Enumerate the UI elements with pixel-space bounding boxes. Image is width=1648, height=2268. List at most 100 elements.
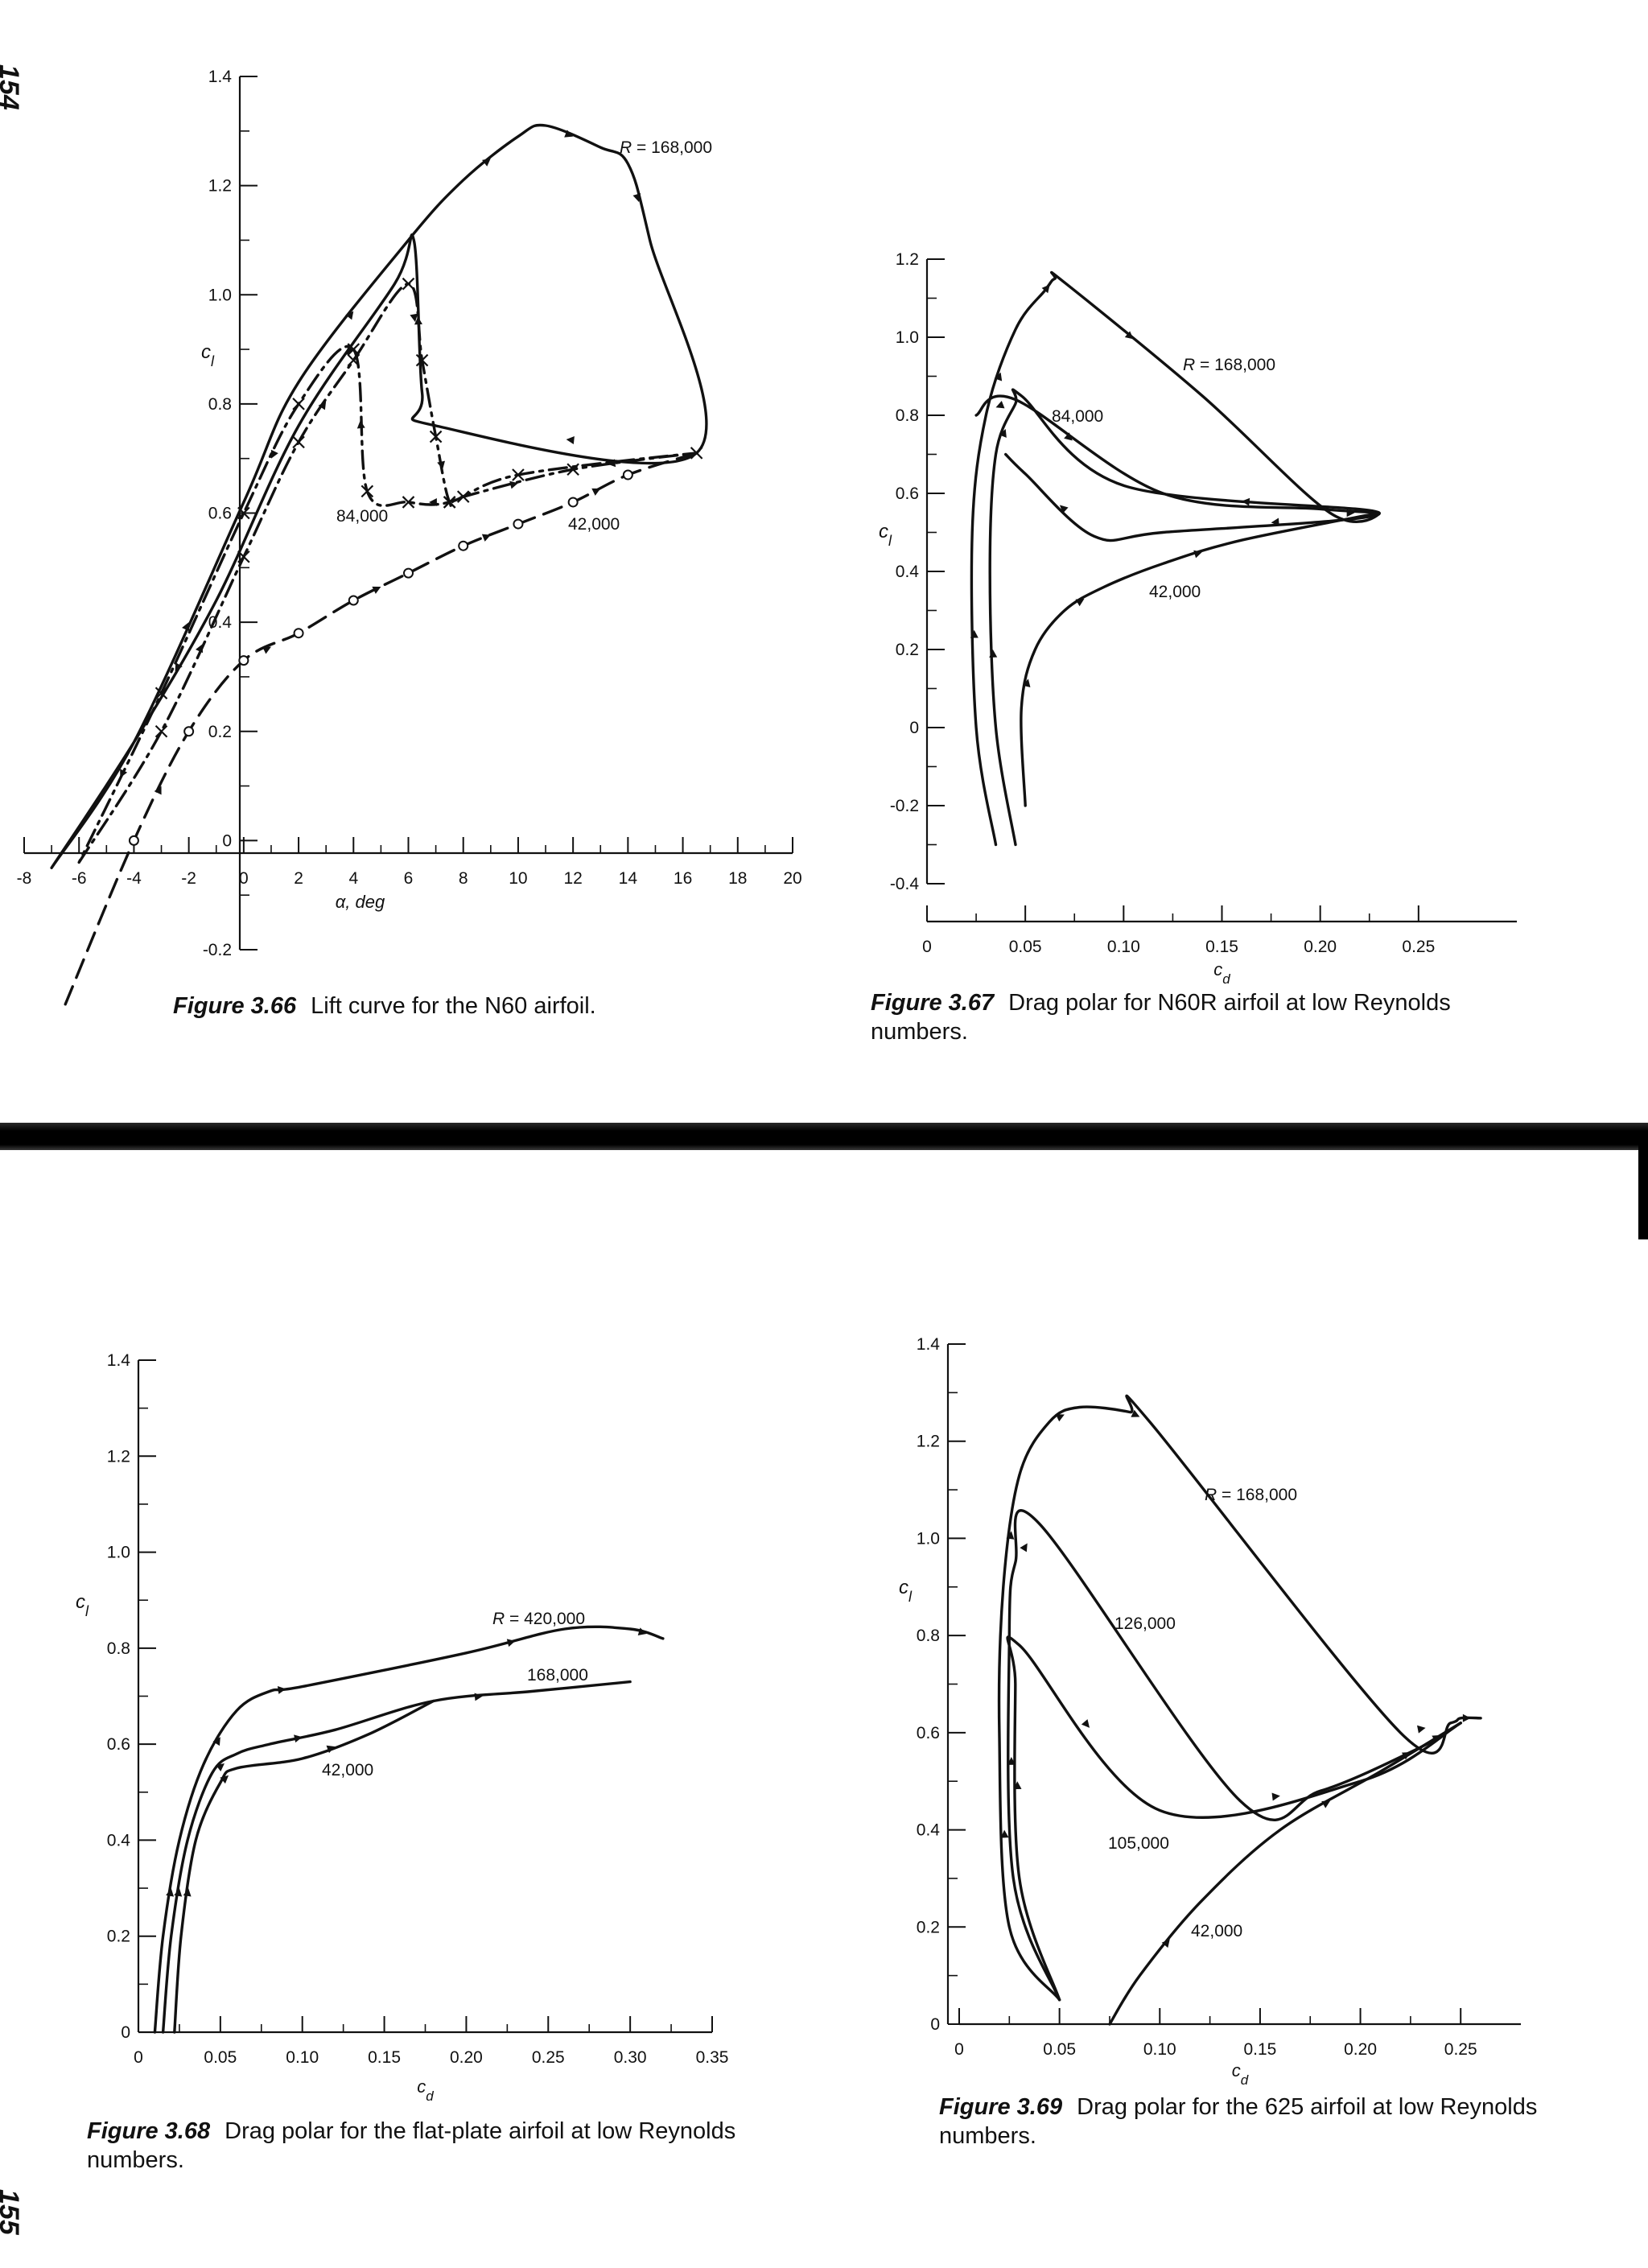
- circle-marker: [513, 518, 524, 530]
- y-tick-label: 0.2: [917, 1918, 940, 1936]
- series-line: [970, 270, 1381, 847]
- circle-marker: [458, 540, 469, 551]
- x-tick-label: 0.15: [368, 2048, 401, 2067]
- x-tick-label: 0.30: [614, 2048, 647, 2067]
- direction-arrow: [1022, 678, 1031, 688]
- series-line: [64, 452, 698, 1006]
- direction-arrow: [566, 436, 575, 444]
- x-tick-label: 14: [619, 869, 638, 888]
- direction-arrow: [970, 629, 978, 638]
- series-label: R = 168,000: [620, 138, 712, 157]
- direction-arrow: [1193, 550, 1203, 559]
- direction-arrow: [591, 488, 601, 496]
- caption-text: Drag polar for the 625 airfoil at low Re…: [939, 2094, 1538, 2149]
- cross-marker: [292, 398, 305, 410]
- x-tick-label: 2: [294, 869, 303, 888]
- direction-arrow: [1417, 1725, 1426, 1734]
- direction-arrow: [607, 459, 616, 468]
- cross-marker: [415, 353, 429, 367]
- direction-arrow: [482, 158, 491, 167]
- y-tick-label: 0.4: [208, 613, 233, 632]
- x-tick-label: 8: [459, 869, 468, 888]
- y-tick-label: -0.2: [203, 941, 232, 959]
- series-label: 42,000: [568, 515, 620, 534]
- direction-arrow: [1064, 432, 1073, 441]
- y-tick-label: 1.0: [917, 1529, 940, 1548]
- y-tick-label: 0.6: [107, 1735, 130, 1754]
- direction-arrow: [481, 534, 491, 542]
- page-number-top: 154: [0, 64, 24, 110]
- x-tick-label: 0.25: [1402, 938, 1435, 956]
- x-tick-label: 0.20: [450, 2048, 483, 2067]
- y-axis-label: cl: [899, 1577, 913, 1605]
- series-label: 42,000: [322, 1761, 373, 1779]
- caption-text: Drag polar for the flat-plate airfoil at…: [87, 2118, 736, 2173]
- direction-arrow: [326, 1745, 336, 1754]
- cross-marker: [360, 485, 374, 498]
- y-tick-label: 0.2: [896, 641, 919, 659]
- direction-arrow: [1131, 1409, 1140, 1417]
- series-line: [1006, 1635, 1462, 2002]
- x-tick-label: 0.20: [1344, 2040, 1377, 2059]
- x-tick-label: 4: [348, 869, 358, 888]
- series-line: [1020, 511, 1381, 807]
- y-tick-label: 0.4: [107, 1831, 131, 1849]
- x-tick-label: 0.10: [1143, 2040, 1176, 2059]
- direction-arrow: [429, 497, 437, 506]
- circle-marker: [567, 497, 579, 508]
- direction-arrow: [345, 311, 354, 320]
- circle-marker: [403, 567, 414, 579]
- direction-arrow: [1000, 1829, 1009, 1838]
- series-label: R = 420,000: [492, 1610, 585, 1628]
- y-tick-label: 1.4: [107, 1351, 131, 1370]
- series-line: [153, 1625, 665, 2034]
- y-tick-label: 0.4: [896, 563, 920, 581]
- x-tick-label: 0.25: [532, 2048, 565, 2067]
- caption-number: Figure 3.69: [939, 2094, 1063, 2120]
- caption-number: Figure 3.66: [173, 993, 297, 1019]
- direction-arrow: [1055, 1414, 1065, 1422]
- caption-text: Drag polar for N60R airfoil at low Reyno…: [871, 990, 1451, 1045]
- caption-fig-3-66: Figure 3.66 Lift curve for the N60 airfoi…: [173, 992, 696, 1021]
- direction-arrow: [182, 622, 190, 632]
- circle-marker: [238, 655, 249, 666]
- y-tick-label: 1.0: [107, 1544, 130, 1562]
- series-label: 126,000: [1114, 1614, 1176, 1633]
- cross-marker: [402, 277, 415, 291]
- direction-arrow: [154, 786, 162, 795]
- direction-arrow: [372, 586, 381, 594]
- y-tick-label: 0.6: [208, 505, 232, 523]
- y-tick-label: 0.4: [917, 1821, 941, 1840]
- x-tick-label: 12: [563, 869, 582, 888]
- direction-arrow: [506, 1639, 516, 1647]
- direction-arrow: [989, 649, 998, 658]
- y-axis-label: cl: [201, 341, 215, 369]
- direction-arrow: [212, 1737, 220, 1746]
- x-tick-label: -6: [72, 869, 87, 888]
- series-label: 42,000: [1191, 1922, 1242, 1940]
- direction-arrow: [120, 769, 128, 778]
- y-tick-label: 0.6: [917, 1724, 940, 1742]
- y-tick-label: 0: [930, 2015, 940, 2034]
- x-tick-label: 0.05: [1009, 938, 1042, 956]
- direction-arrow: [318, 401, 327, 410]
- direction-arrow: [1346, 509, 1355, 518]
- x-axis-label: α, deg: [336, 892, 385, 912]
- y-tick-label: 1.0: [208, 286, 232, 304]
- cross-marker: [347, 353, 360, 367]
- direction-arrow: [166, 1888, 175, 1897]
- x-axis-label: cd: [1213, 959, 1230, 987]
- series-line: [161, 1680, 632, 2034]
- direction-arrow: [356, 420, 365, 429]
- direction-arrow: [994, 372, 1003, 381]
- circle-marker: [348, 595, 359, 606]
- x-tick-label: 0.10: [1107, 938, 1140, 956]
- x-tick-label: -2: [181, 869, 196, 888]
- series-label: 84,000: [1052, 407, 1103, 426]
- series-line: [997, 1394, 1482, 2002]
- circle-marker: [183, 726, 195, 737]
- series-label: R = 168,000: [1205, 1486, 1297, 1504]
- y-axis-label: cl: [879, 521, 892, 549]
- y-tick-label: 0.2: [208, 723, 232, 741]
- series-label: 42,000: [1149, 583, 1201, 601]
